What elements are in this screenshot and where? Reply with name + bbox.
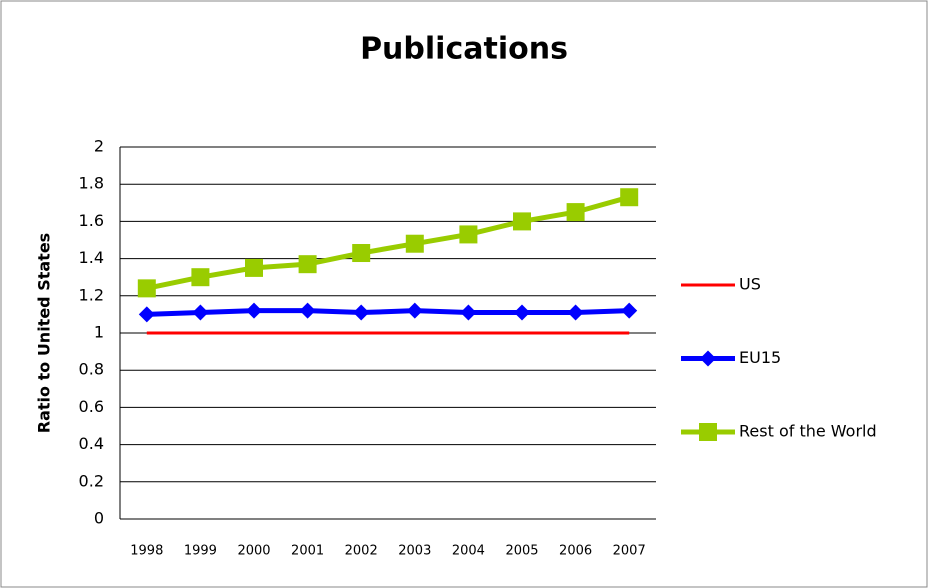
y-tick-label: 0.6 bbox=[79, 397, 104, 416]
x-tick-label: 2007 bbox=[613, 544, 646, 559]
marker bbox=[246, 302, 262, 319]
x-tick-label: 1998 bbox=[130, 544, 163, 559]
y-tick-label: 2 bbox=[94, 137, 104, 156]
legend-label: EU15 bbox=[739, 348, 781, 367]
marker bbox=[567, 304, 584, 321]
x-tick-label: 2003 bbox=[398, 544, 431, 559]
chart-title: Publications bbox=[360, 32, 568, 67]
x-tick-label: 2006 bbox=[559, 544, 592, 559]
x-tick-label: 2001 bbox=[291, 544, 324, 559]
y-tick-label: 1.2 bbox=[79, 285, 104, 304]
marker bbox=[566, 203, 585, 222]
marker bbox=[405, 234, 424, 253]
marker bbox=[245, 258, 263, 277]
marker bbox=[621, 302, 638, 319]
y-tick-label: 0.4 bbox=[79, 434, 104, 453]
legend-label: US bbox=[739, 275, 761, 294]
marker bbox=[299, 302, 316, 319]
x-tick-label: 2000 bbox=[237, 544, 270, 559]
y-tick-label: 0 bbox=[94, 509, 104, 528]
y-tick-label: 1.8 bbox=[79, 174, 104, 193]
y-tick-label: 0.2 bbox=[79, 471, 104, 490]
marker bbox=[699, 423, 717, 441]
x-tick-label: 1999 bbox=[184, 544, 217, 559]
y-axis-label: Ratio to United States bbox=[35, 233, 54, 433]
marker bbox=[353, 304, 370, 321]
y-tick-label: 0.8 bbox=[79, 360, 104, 379]
marker bbox=[700, 350, 716, 367]
marker bbox=[460, 304, 477, 321]
series-line bbox=[146, 194, 630, 291]
marker bbox=[459, 225, 478, 244]
marker bbox=[514, 304, 530, 321]
marker bbox=[406, 302, 423, 319]
x-tick-label: 2004 bbox=[452, 544, 485, 559]
legend-label: Rest of the World bbox=[739, 422, 877, 441]
marker bbox=[298, 255, 317, 274]
marker bbox=[137, 279, 156, 298]
marker bbox=[620, 188, 639, 207]
y-tick-label: 1.4 bbox=[79, 248, 104, 267]
marker bbox=[192, 304, 209, 321]
y-tick-label: 1.6 bbox=[79, 211, 104, 230]
marker bbox=[191, 268, 210, 287]
marker bbox=[138, 306, 155, 323]
x-tick-label: 2002 bbox=[345, 544, 378, 559]
y-tick-label: 1 bbox=[94, 323, 104, 342]
series-line bbox=[146, 308, 630, 317]
x-tick-label: 2005 bbox=[505, 544, 538, 559]
marker bbox=[352, 244, 371, 263]
marker bbox=[513, 212, 531, 231]
